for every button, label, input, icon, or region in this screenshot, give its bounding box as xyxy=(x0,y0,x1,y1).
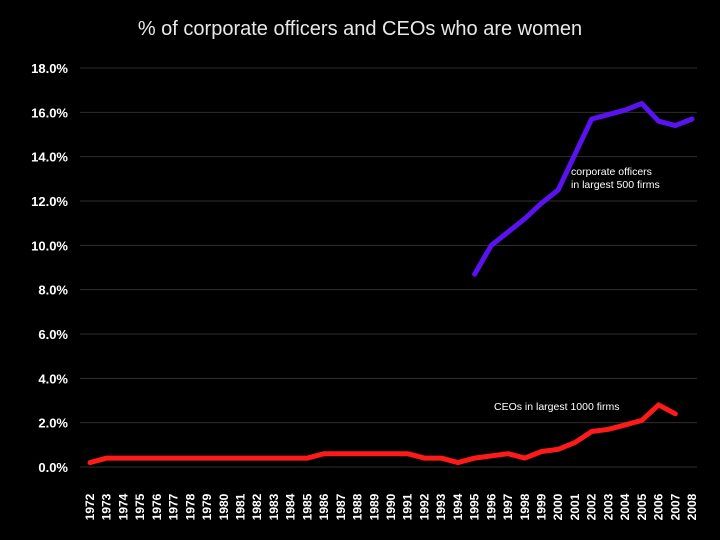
annotation-label: CEOs in largest 1000 firms xyxy=(494,401,619,413)
x-tick-label: 1992 xyxy=(417,493,431,520)
x-tick-label: 1994 xyxy=(451,493,465,520)
x-tick-label: 1975 xyxy=(133,493,147,520)
x-tick-label: 2007 xyxy=(668,493,682,520)
x-tick-label: 1972 xyxy=(83,493,97,520)
x-tick-label: 1980 xyxy=(217,493,231,520)
x-tick-label: 1997 xyxy=(501,493,515,520)
y-tick-label: 8.0% xyxy=(38,283,68,298)
y-tick-label: 10.0% xyxy=(31,238,68,253)
y-tick-label: 14.0% xyxy=(31,150,68,165)
x-tick-label: 1982 xyxy=(250,493,264,520)
x-tick-label: 1981 xyxy=(234,493,248,520)
x-tick-label: 1979 xyxy=(200,493,214,520)
x-tick-label: 2004 xyxy=(618,493,632,520)
x-tick-label: 2006 xyxy=(652,493,666,520)
y-tick-label: 0.0% xyxy=(38,460,68,475)
chart-title: % of corporate officers and CEOs who are… xyxy=(137,18,583,40)
x-tick-label: 1986 xyxy=(317,493,331,520)
x-tick-label: 1976 xyxy=(150,493,164,520)
y-tick-label: 6.0% xyxy=(38,327,68,342)
series-line-1 xyxy=(87,402,678,466)
x-tick-label: 2001 xyxy=(568,493,582,520)
x-tick-label: 1999 xyxy=(535,493,549,520)
x-tick-label: 1987 xyxy=(334,493,348,520)
x-tick-label: 1990 xyxy=(384,493,398,520)
series-line-0 xyxy=(472,101,695,277)
x-tick-label: 2005 xyxy=(635,493,649,520)
y-tick-label: 4.0% xyxy=(38,371,68,386)
x-tick-label: 1989 xyxy=(367,493,381,520)
x-tick-label: 1983 xyxy=(267,493,281,520)
x-tick-label: 1984 xyxy=(284,493,298,520)
x-tick-label: 2002 xyxy=(585,493,599,520)
y-tick-labels: 0.0% 2.0% 4.0% 6.0% 8.0% 10.0% 12.0% 14.0% 16.0%… xyxy=(31,61,68,475)
x-tick-label: 1985 xyxy=(300,493,314,520)
x-tick-label: 2003 xyxy=(601,493,615,520)
x-tick-label: 1993 xyxy=(434,493,448,520)
x-tick-label: 2008 xyxy=(685,493,699,520)
x-tick-label: 1978 xyxy=(183,493,197,520)
x-tick-label: 1998 xyxy=(518,493,532,520)
x-tick-label: 1974 xyxy=(116,493,130,520)
y-tick-label: 2.0% xyxy=(38,416,68,431)
x-tick-label: 1988 xyxy=(351,493,365,520)
x-tick-label: 1995 xyxy=(468,493,482,520)
y-tick-label: 18.0% xyxy=(31,61,68,76)
x-tick-label: 1991 xyxy=(401,493,415,520)
x-tick-label: 1996 xyxy=(484,493,498,520)
annotation-label: in largest 500 firms xyxy=(571,179,660,191)
y-tick-label: 12.0% xyxy=(31,194,68,209)
x-tick-label: 1973 xyxy=(100,493,114,520)
y-tick-label: 16.0% xyxy=(31,105,68,120)
annotation-label: corporate officers xyxy=(571,166,652,178)
grid-lines xyxy=(80,67,697,468)
series-lines xyxy=(87,101,695,466)
x-tick-labels: 1972 1973 1974 1975 1976 1977 1978 1979 1980 1981… xyxy=(83,493,699,520)
x-tick-label: 2000 xyxy=(551,493,565,520)
x-tick-label: 1977 xyxy=(167,493,181,520)
